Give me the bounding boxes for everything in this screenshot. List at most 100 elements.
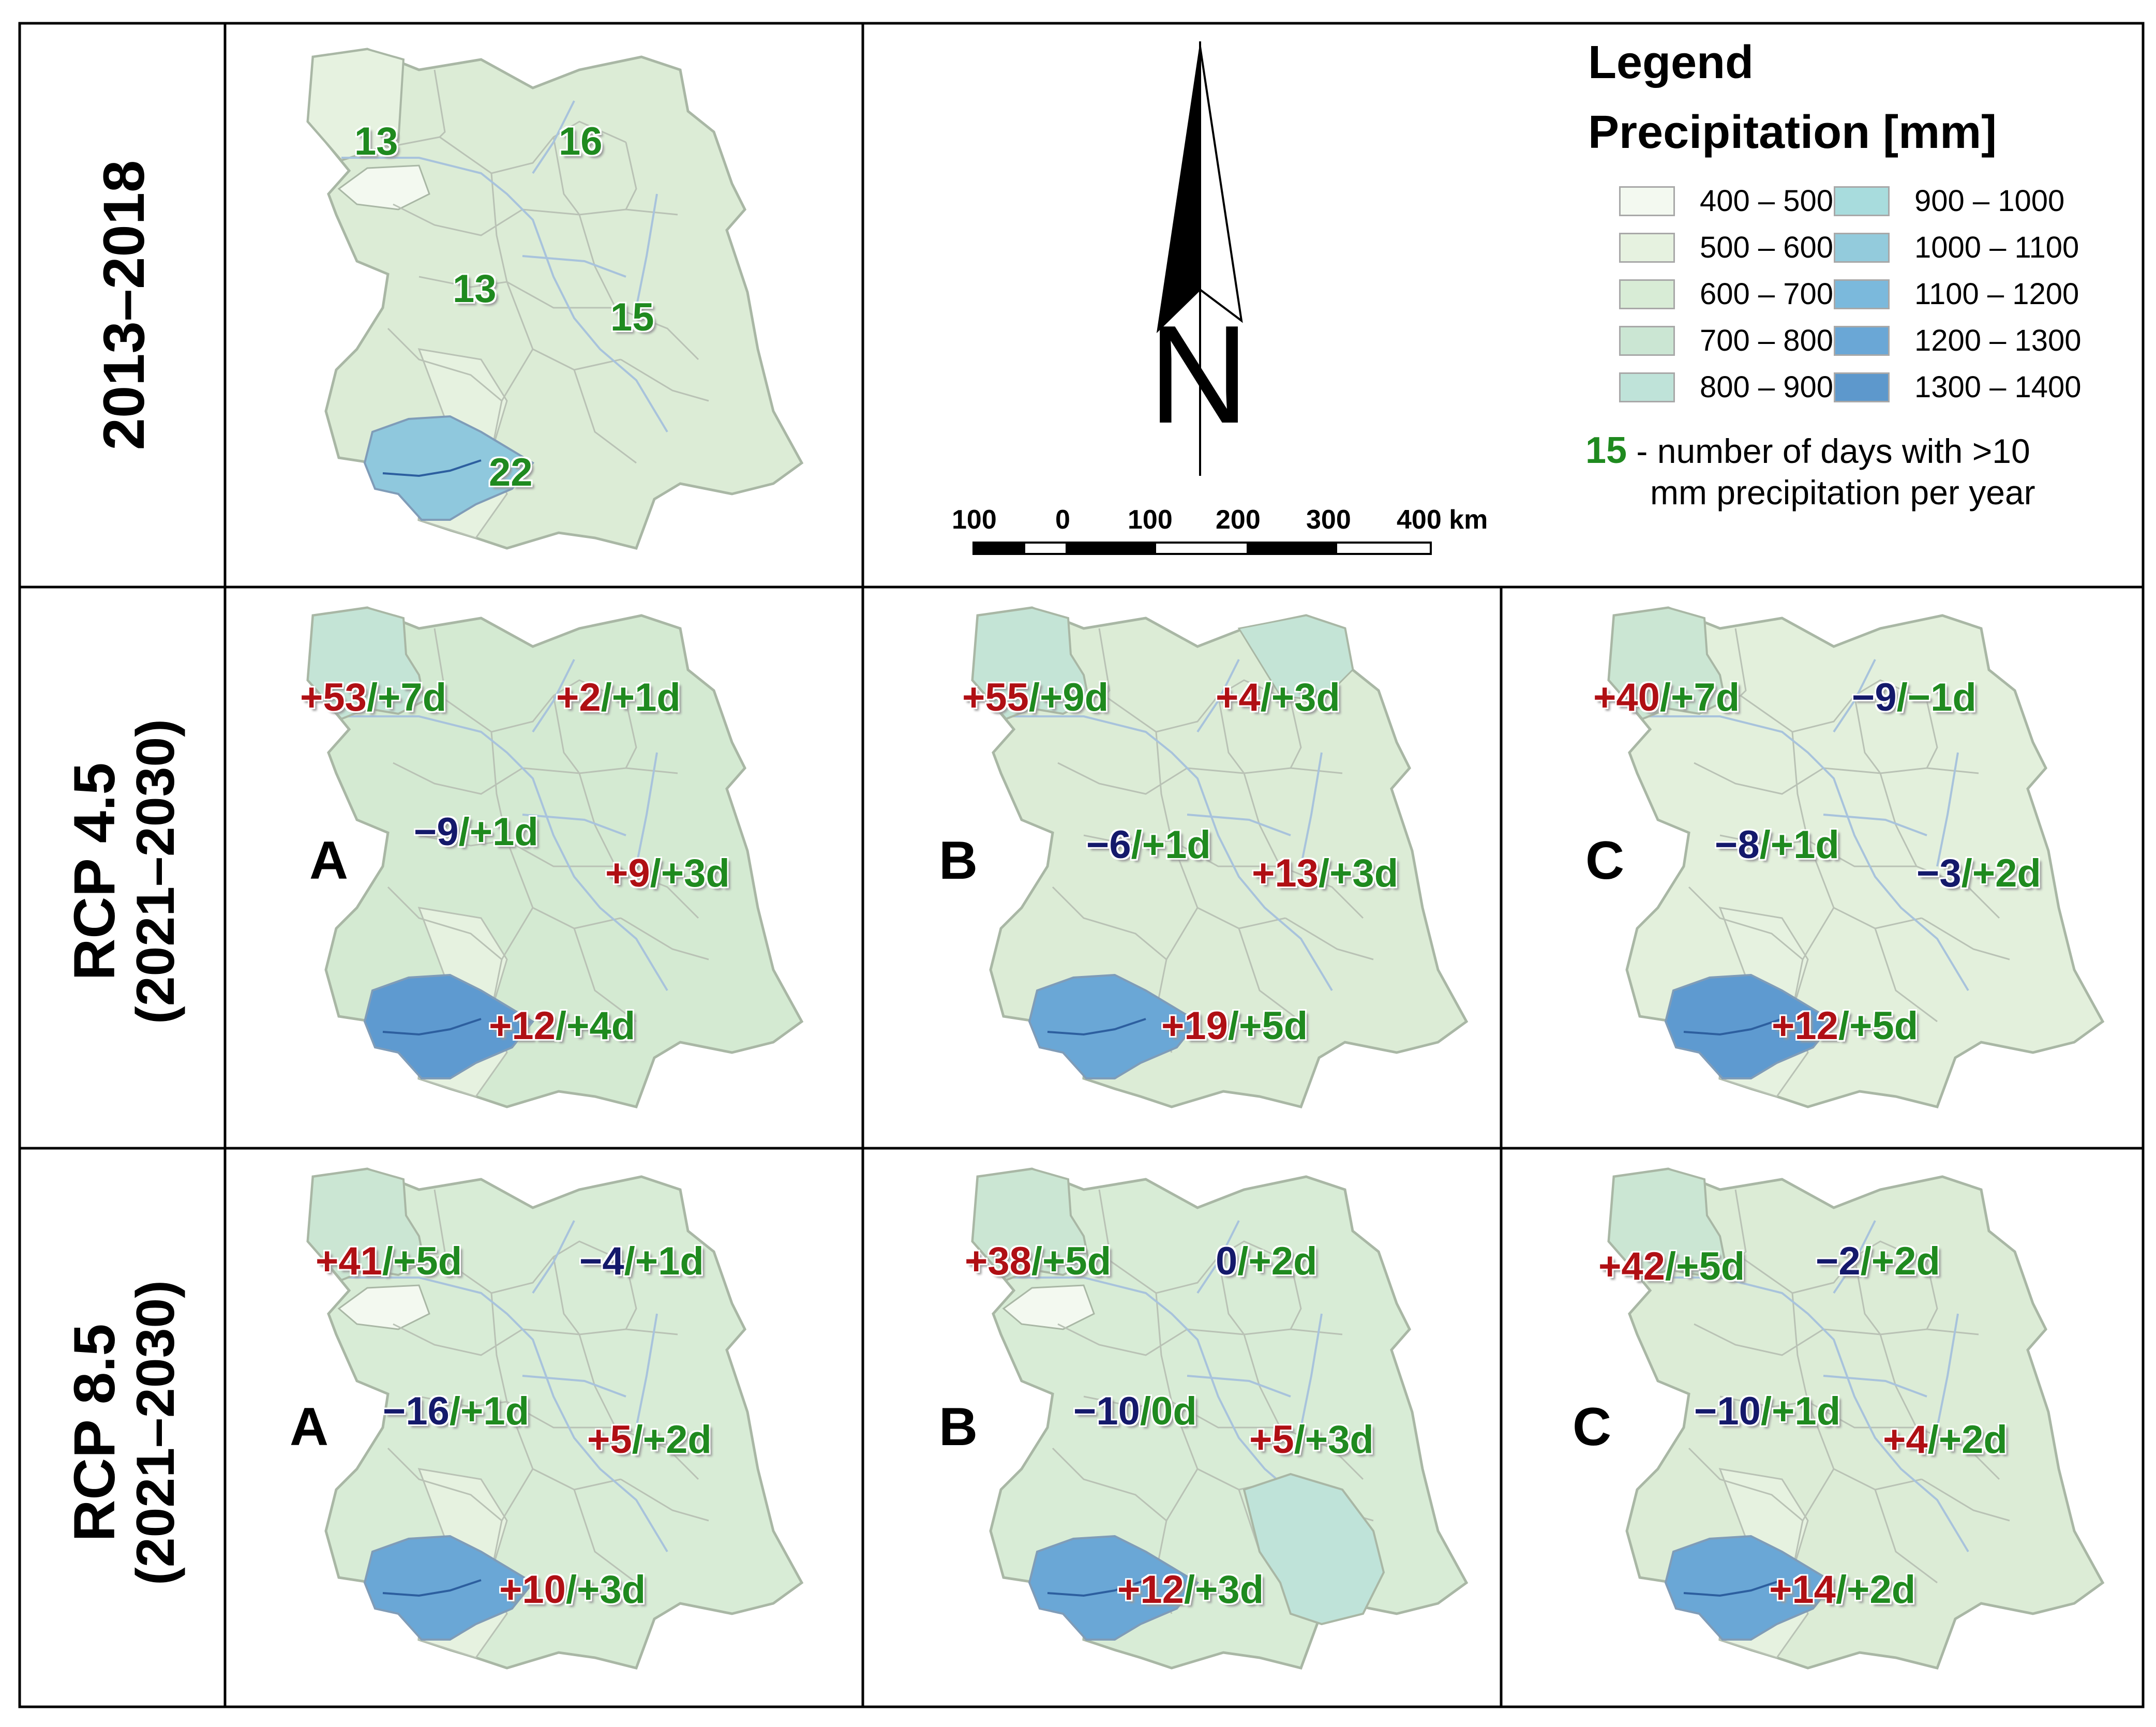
- days-change: +3d: [1329, 851, 1399, 895]
- days-change: +5d: [1676, 1244, 1745, 1288]
- map-rcp85-a: [264, 1159, 812, 1686]
- legend-item: 1000 – 1100: [1834, 230, 2079, 265]
- days-change: +1d: [1142, 823, 1211, 867]
- precip-change: +40: [1593, 675, 1660, 719]
- precip-change: +53: [300, 675, 367, 719]
- precip-change: −10: [1694, 1389, 1761, 1433]
- row-label-baseline: 2013–2018: [92, 47, 157, 564]
- scenario-letter: A: [309, 831, 349, 891]
- days-change: +5d: [1239, 1004, 1308, 1048]
- precip-change: −9: [1852, 675, 1897, 719]
- precip-change: −9: [414, 810, 459, 854]
- precip-change: −2: [1816, 1239, 1861, 1283]
- map-rcp85-c: [1565, 1159, 2113, 1686]
- precip-change: +2: [556, 675, 601, 719]
- legend-item: 600 – 700: [1619, 277, 1833, 311]
- days-change: +1d: [611, 675, 681, 719]
- annotation: +12/+5d: [1772, 1004, 1919, 1048]
- legend-item: 1300 – 1400: [1834, 370, 2082, 404]
- baseline-days-center: 13: [453, 267, 497, 311]
- annotation: 0/+2d: [1216, 1239, 1317, 1283]
- annotation: +9/+3d: [605, 851, 730, 895]
- row-label-title: RCP 8.5: [62, 1324, 127, 1542]
- annotation: +10/+3d: [499, 1568, 646, 1612]
- scenario-letter: B: [939, 831, 978, 891]
- annotation: +55/+9d: [962, 675, 1109, 719]
- legend-item: 700 – 800: [1619, 323, 1833, 358]
- days-change: +5d: [1849, 1004, 1919, 1048]
- legend-item: 1100 – 1200: [1834, 277, 2079, 311]
- map-rcp85-b: [929, 1159, 1477, 1686]
- row-label-period: (2021–2030): [126, 719, 186, 1024]
- legend-label: 1200 – 1300: [1914, 324, 2082, 357]
- precip-change: −4: [579, 1239, 624, 1283]
- legend-label: 800 – 900: [1700, 370, 1834, 404]
- legend-item: 1200 – 1300: [1834, 323, 2082, 358]
- annotation: −9/+1d: [414, 810, 538, 854]
- legend-note-text: - number of days with >10: [1627, 432, 2030, 470]
- days-change: +3d: [1305, 1418, 1374, 1462]
- precip-change: +4: [1883, 1418, 1928, 1462]
- baseline-days-east: 15: [610, 295, 654, 339]
- annotation: −6/+1d: [1086, 823, 1211, 867]
- legend-label: 500 – 600: [1700, 231, 1834, 264]
- precip-change: 0: [1216, 1239, 1238, 1283]
- precip-change: −3: [1917, 851, 1962, 895]
- legend-item: 400 – 500: [1619, 184, 1833, 218]
- days-change: +2d: [642, 1418, 712, 1462]
- legend-item: 800 – 900: [1619, 370, 1833, 404]
- precip-change: +12: [489, 1004, 556, 1048]
- scale-label: 200: [1216, 505, 1261, 535]
- row-label-rcp45: RCP 4.5 (2021–2030): [62, 613, 186, 1130]
- precip-change: +9: [605, 851, 650, 895]
- annotation: −3/+2d: [1917, 851, 2041, 895]
- precip-change: +38: [965, 1239, 1031, 1283]
- row-label-title: 2013–2018: [92, 160, 157, 450]
- annotation: +4/+2d: [1883, 1418, 2008, 1462]
- precip-change: −8: [1715, 823, 1760, 867]
- annotation: +41/+5d: [316, 1239, 462, 1283]
- scale-label: 300: [1306, 505, 1351, 535]
- legend-swatch: [1619, 372, 1675, 402]
- precip-change: +10: [499, 1568, 566, 1612]
- precip-change: +13: [1252, 851, 1319, 895]
- legend-subtitle: Precipitation [mm]: [1588, 107, 1997, 158]
- map-rcp45-a: [264, 597, 812, 1125]
- days-change: +3d: [661, 851, 730, 895]
- scale-label: 100: [1128, 505, 1173, 535]
- scale-bar: [972, 542, 1432, 555]
- annotation: +5/+3d: [1249, 1418, 1374, 1462]
- precip-change: +14: [1769, 1568, 1836, 1612]
- precip-change: −6: [1086, 823, 1131, 867]
- days-change: +5d: [1042, 1239, 1112, 1283]
- legend-label: 1300 – 1400: [1914, 370, 2082, 404]
- days-change: +1d: [469, 810, 538, 854]
- precip-change: +41: [316, 1239, 382, 1283]
- annotation: −10/0d: [1073, 1389, 1197, 1433]
- legend-swatch: [1834, 186, 1890, 216]
- precip-change: −16: [383, 1389, 450, 1433]
- row-label-title: RCP 4.5: [62, 762, 127, 981]
- north-arrow: [1156, 41, 1243, 476]
- precip-change: −10: [1073, 1389, 1140, 1433]
- row-label-rcp85: RCP 8.5 (2021–2030): [62, 1174, 186, 1691]
- annotation: +5/+2d: [587, 1418, 712, 1462]
- precip-change: +42: [1598, 1244, 1665, 1288]
- annotation: +4/+3d: [1216, 675, 1340, 719]
- legend-note: 15 - number of days with >10 mm precipit…: [1585, 429, 2134, 512]
- days-change: 0d: [1151, 1389, 1197, 1433]
- scenario-letter: B: [939, 1397, 978, 1457]
- days-change: +7d: [378, 675, 447, 719]
- map-baseline: [264, 39, 812, 566]
- map-rcp45-b: [929, 597, 1477, 1125]
- annotation: −4/+1d: [579, 1239, 704, 1283]
- scale-label: 100: [952, 505, 997, 535]
- legend-swatch: [1619, 186, 1675, 216]
- legend-swatch: [1619, 325, 1675, 356]
- legend-item: 900 – 1000: [1834, 184, 2064, 218]
- baseline-days-ne: 16: [559, 119, 603, 163]
- legend-swatch: [1834, 325, 1890, 356]
- annotation: −8/+1d: [1715, 823, 1839, 867]
- days-change: +1d: [1772, 1389, 1841, 1433]
- baseline-days-sw: 22: [489, 450, 533, 494]
